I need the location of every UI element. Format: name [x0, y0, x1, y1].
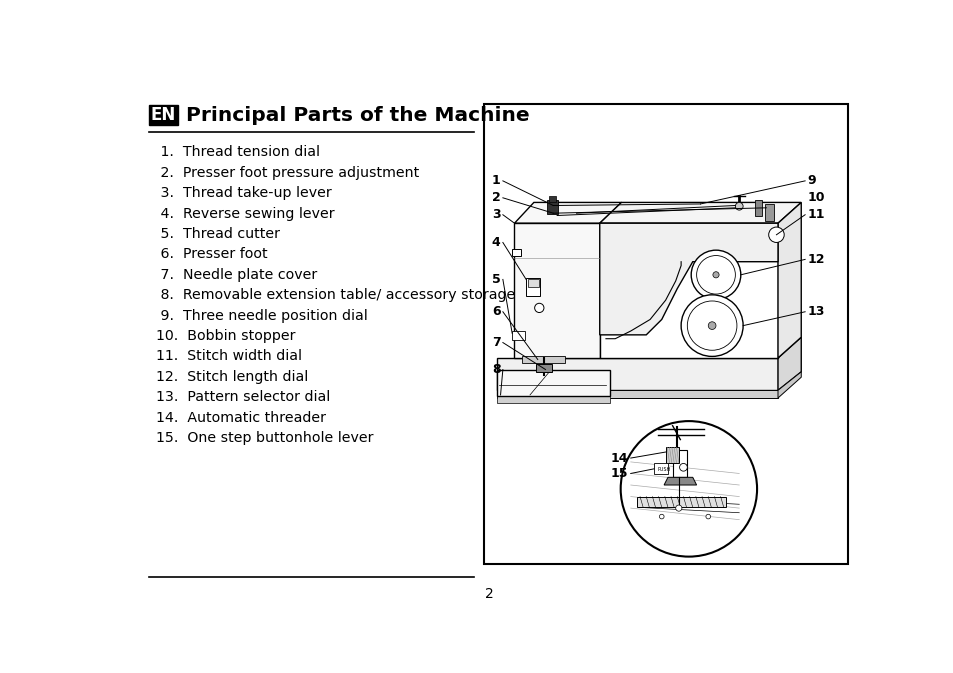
- Circle shape: [768, 227, 783, 242]
- Circle shape: [696, 256, 735, 294]
- Polygon shape: [514, 203, 620, 223]
- Text: 13.  Pattern selector dial: 13. Pattern selector dial: [156, 390, 331, 404]
- Text: EN: EN: [151, 106, 176, 125]
- Text: 6: 6: [492, 306, 500, 318]
- Bar: [546, 200, 558, 214]
- Polygon shape: [599, 223, 778, 335]
- Text: 12: 12: [806, 253, 824, 266]
- Text: 9: 9: [806, 174, 815, 187]
- Bar: [527, 279, 537, 287]
- Text: 9.  Three needle position dial: 9. Three needle position dial: [156, 309, 368, 322]
- Circle shape: [712, 272, 719, 278]
- Text: 8.  Removable extension table/ accessory storage: 8. Removable extension table/ accessory …: [156, 288, 516, 302]
- Polygon shape: [599, 203, 801, 223]
- Text: 14: 14: [610, 452, 627, 464]
- Circle shape: [686, 301, 736, 350]
- Text: PUSH: PUSH: [657, 467, 670, 472]
- Bar: [637, 497, 725, 507]
- Text: 11.  Stitch width dial: 11. Stitch width dial: [156, 349, 302, 363]
- Bar: [521, 357, 564, 363]
- Polygon shape: [512, 248, 520, 256]
- Circle shape: [534, 304, 543, 312]
- Bar: [497, 369, 609, 396]
- Text: 5.  Thread cutter: 5. Thread cutter: [156, 227, 280, 241]
- Text: 15.  One step buttonhole lever: 15. One step buttonhole lever: [156, 431, 374, 445]
- Text: 3: 3: [492, 208, 500, 221]
- Circle shape: [705, 514, 710, 519]
- Circle shape: [735, 203, 742, 210]
- Circle shape: [707, 322, 716, 330]
- Text: 2: 2: [492, 191, 500, 205]
- Bar: [484, 104, 847, 565]
- Text: 11: 11: [806, 208, 824, 221]
- Bar: [149, 106, 178, 125]
- Text: 13: 13: [806, 306, 824, 318]
- Bar: [764, 204, 773, 221]
- Text: 10.  Bobbin stopper: 10. Bobbin stopper: [156, 329, 295, 343]
- Polygon shape: [778, 371, 801, 398]
- Text: Principal Parts of the Machine: Principal Parts of the Machine: [186, 106, 529, 125]
- Text: 1: 1: [492, 174, 500, 187]
- Polygon shape: [663, 477, 696, 485]
- Text: 8: 8: [492, 363, 500, 376]
- Polygon shape: [778, 337, 801, 390]
- Text: 6.  Presser foot: 6. Presser foot: [156, 248, 268, 262]
- Circle shape: [691, 250, 740, 299]
- Text: 5: 5: [492, 273, 500, 286]
- Bar: [548, 197, 556, 203]
- Text: 12.  Stitch length dial: 12. Stitch length dial: [156, 370, 309, 384]
- Bar: [536, 364, 551, 371]
- Circle shape: [679, 464, 686, 471]
- Text: 4: 4: [492, 236, 500, 249]
- Circle shape: [659, 514, 663, 519]
- Text: 10: 10: [806, 191, 824, 205]
- Bar: [497, 396, 609, 402]
- Circle shape: [680, 295, 742, 357]
- Text: 7: 7: [492, 336, 500, 349]
- Bar: [599, 223, 778, 358]
- Text: 2: 2: [484, 588, 493, 602]
- Bar: [666, 448, 679, 462]
- Bar: [497, 358, 778, 390]
- Text: 7.  Needle plate cover: 7. Needle plate cover: [156, 268, 317, 282]
- Circle shape: [675, 505, 681, 511]
- Bar: [512, 331, 524, 341]
- Text: 2.  Presser foot pressure adjustment: 2. Presser foot pressure adjustment: [156, 166, 419, 180]
- Bar: [525, 278, 539, 296]
- Polygon shape: [778, 203, 801, 358]
- Bar: [754, 200, 761, 215]
- Text: 4.  Reverse sewing lever: 4. Reverse sewing lever: [156, 207, 335, 221]
- Bar: [514, 223, 599, 358]
- Bar: [672, 450, 686, 477]
- Text: 15: 15: [610, 467, 627, 480]
- Circle shape: [620, 421, 757, 557]
- Bar: [497, 390, 778, 398]
- Text: 14.  Automatic threader: 14. Automatic threader: [156, 411, 326, 425]
- Text: 3.  Thread take-up lever: 3. Thread take-up lever: [156, 186, 332, 201]
- Bar: [654, 464, 667, 474]
- Text: 1.  Thread tension dial: 1. Thread tension dial: [156, 145, 320, 160]
